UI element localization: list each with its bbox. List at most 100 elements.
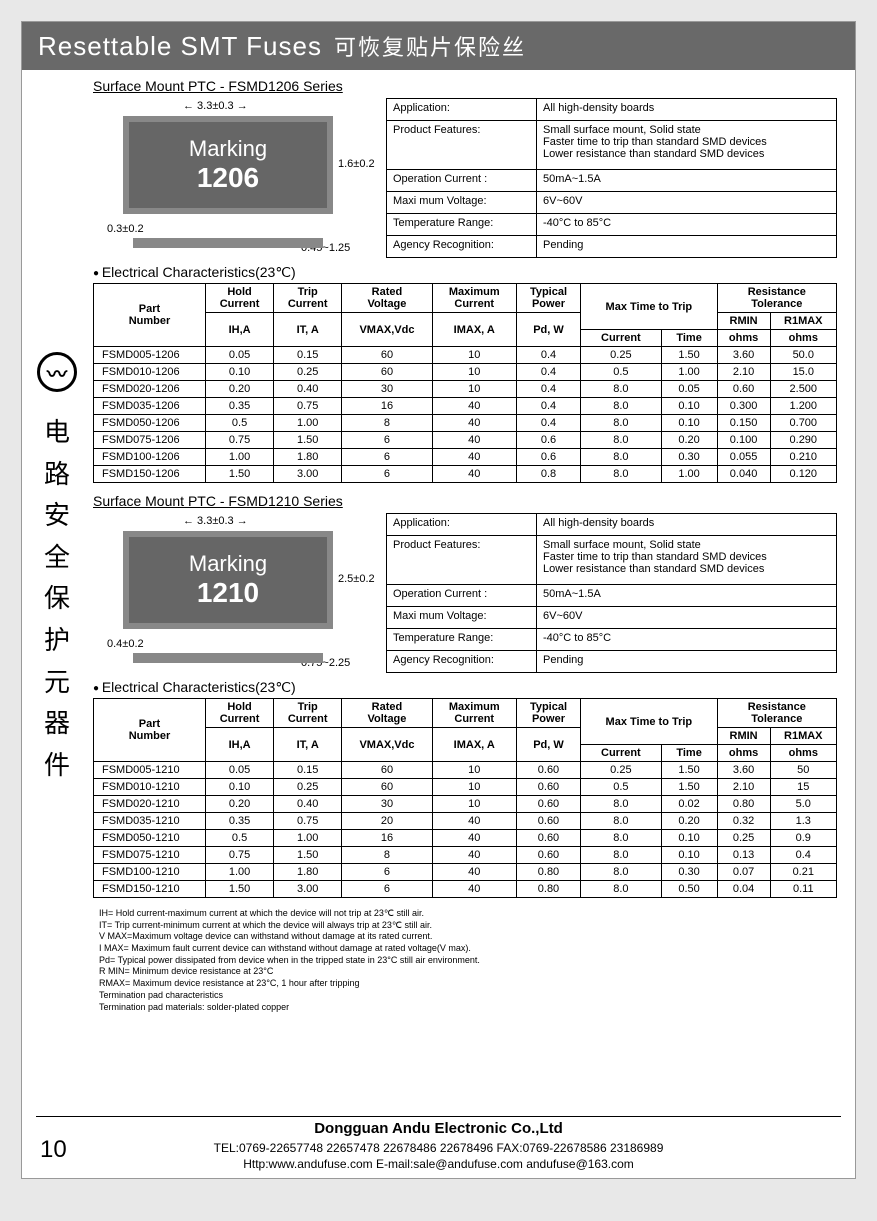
unit-ohms2: ohms xyxy=(770,745,836,762)
col-r1max: R1MAX xyxy=(770,313,836,330)
cell: 10 xyxy=(432,381,516,398)
table-row: FSMD035-1210 0.350.7520400.608.00.200.32… xyxy=(94,813,837,830)
cell-part: FSMD005-1210 xyxy=(94,762,206,779)
cell: 0.4 xyxy=(516,381,580,398)
cell: 8.0 xyxy=(581,398,661,415)
cell: 8.0 xyxy=(581,881,661,898)
spec-key: Agency Recognition: xyxy=(387,651,537,673)
table-row: FSMD005-1206 0.050.1560100.40.251.503.60… xyxy=(94,347,837,364)
spec-value: 50mA~1.5A xyxy=(537,585,837,607)
cell: 1.80 xyxy=(274,864,342,881)
cell: 8.0 xyxy=(581,864,661,881)
note-line: V MAX=Maximum voltage device can withsta… xyxy=(99,931,837,943)
cell: 0.75 xyxy=(206,847,274,864)
spec-key: Application: xyxy=(387,99,537,121)
cell: 0.8 xyxy=(516,466,580,483)
cell: 10 xyxy=(432,779,516,796)
cell: 1.50 xyxy=(274,847,342,864)
note-line: RMAX= Maximum device resistance at 23°C,… xyxy=(99,978,837,990)
cell: 0.04 xyxy=(717,881,770,898)
title-en: Resettable SMT Fuses xyxy=(38,31,322,62)
cell: 40 xyxy=(432,847,516,864)
cell: 0.60 xyxy=(516,830,580,847)
spec-table: Application:All high-density boardsProdu… xyxy=(386,98,837,258)
spec-value: 50mA~1.5A xyxy=(537,170,837,192)
cell: 10 xyxy=(432,796,516,813)
cell: 0.040 xyxy=(717,466,770,483)
cell: 5.0 xyxy=(770,796,836,813)
cell: 40 xyxy=(432,864,516,881)
electrical-table: PartNumber HoldCurrent TripCurrent Rated… xyxy=(93,283,837,483)
cell: 60 xyxy=(342,779,432,796)
table-row: FSMD075-1206 0.751.506400.68.00.200.1000… xyxy=(94,432,837,449)
cell: 6 xyxy=(342,881,432,898)
cell: 0.21 xyxy=(770,864,836,881)
cell: 0.05 xyxy=(206,347,274,364)
brand-logo-icon: 〰 xyxy=(37,352,77,392)
cell: 0.05 xyxy=(661,381,717,398)
spec-value: Pending xyxy=(537,651,837,673)
spec-value: 6V~60V xyxy=(537,607,837,629)
spec-value: All high-density boards xyxy=(537,99,837,121)
cell: 0.35 xyxy=(206,398,274,415)
unit-pd: Pd, W xyxy=(516,313,580,347)
cell-part: FSMD050-1206 xyxy=(94,415,206,432)
spec-key: Operation Current : xyxy=(387,170,537,192)
cell-part: FSMD075-1206 xyxy=(94,432,206,449)
spec-value: All high-density boards xyxy=(537,514,837,536)
table-row: FSMD150-1210 1.503.006400.808.00.500.040… xyxy=(94,881,837,898)
cell: 0.10 xyxy=(661,415,717,432)
cell: 40 xyxy=(432,881,516,898)
cell: 1.00 xyxy=(274,415,342,432)
cell: 1.50 xyxy=(206,466,274,483)
spec-value: 6V~60V xyxy=(537,192,837,214)
spec-key: Maxi mum Voltage: xyxy=(387,192,537,214)
note-line: Pd= Typical power dissipated from device… xyxy=(99,955,837,967)
notes-block: IH= Hold current-maximum current at whic… xyxy=(99,908,837,1013)
cell: 0.20 xyxy=(661,813,717,830)
col-hold: HoldCurrent xyxy=(206,699,274,728)
page-header: Resettable SMT Fuses 可恢复贴片保险丝 xyxy=(22,22,855,70)
cell: 0.100 xyxy=(717,432,770,449)
cell: 0.10 xyxy=(661,830,717,847)
cell: 0.02 xyxy=(661,796,717,813)
col-part: PartNumber xyxy=(94,284,206,347)
cell: 40 xyxy=(432,813,516,830)
cell: 0.4 xyxy=(516,415,580,432)
table-row: FSMD020-1210 0.200.4030100.608.00.020.80… xyxy=(94,796,837,813)
cell: 8.0 xyxy=(581,847,661,864)
cell: 0.290 xyxy=(770,432,836,449)
note-line: Termination pad characteristics xyxy=(99,990,837,1002)
table-row: FSMD100-1210 1.001.806400.808.00.300.070… xyxy=(94,864,837,881)
ec-heading: Electrical Characteristics(23℃) xyxy=(93,679,837,696)
spec-value: Pending xyxy=(537,236,837,258)
cell: 0.80 xyxy=(717,796,770,813)
cell: 0.20 xyxy=(661,432,717,449)
cell: 1.50 xyxy=(661,347,717,364)
cell: 1.00 xyxy=(661,364,717,381)
cell: 0.60 xyxy=(516,762,580,779)
cell: 1.00 xyxy=(206,449,274,466)
cell: 0.5 xyxy=(206,830,274,847)
cell: 8 xyxy=(342,415,432,432)
sidebar-vertical-text: 电路安全保护元器件 xyxy=(32,412,82,786)
cell: 0.25 xyxy=(274,364,342,381)
cell: 0.13 xyxy=(717,847,770,864)
col-hold: HoldCurrent xyxy=(206,284,274,313)
cell: 15.0 xyxy=(770,364,836,381)
cell: 0.5 xyxy=(581,779,661,796)
cell: 0.25 xyxy=(274,779,342,796)
spec-key: Agency Recognition: xyxy=(387,236,537,258)
cell: 3.00 xyxy=(274,466,342,483)
unit-current: Current xyxy=(581,330,661,347)
cell: 1.50 xyxy=(206,881,274,898)
spec-value: Small surface mount, Solid stateFaster t… xyxy=(537,120,837,170)
cell: 40 xyxy=(432,830,516,847)
cell: 8 xyxy=(342,847,432,864)
cell: 50 xyxy=(770,762,836,779)
spec-table: Application:All high-density boardsProdu… xyxy=(386,513,837,673)
col-power: TypicalPower xyxy=(516,699,580,728)
cell: 6 xyxy=(342,432,432,449)
company-name: Dongguan Andu Electronic Co.,Ltd xyxy=(22,1119,855,1139)
cell: 8.0 xyxy=(581,796,661,813)
